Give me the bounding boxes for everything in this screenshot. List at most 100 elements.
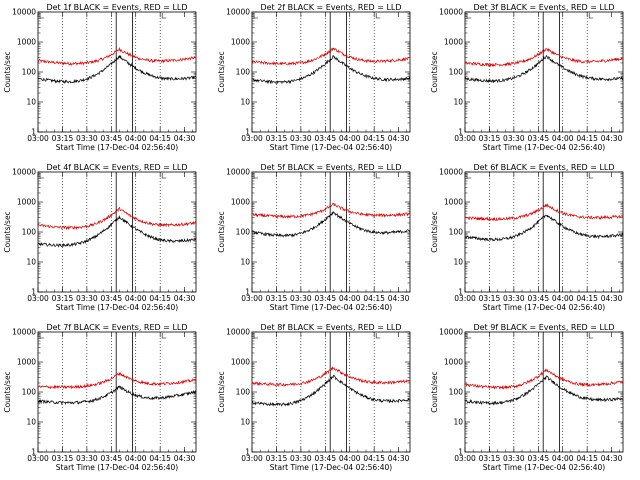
x-tick-label: 03:15 [52, 454, 74, 463]
y-tick-label: 10000 [226, 328, 250, 337]
series-black [464, 214, 624, 242]
y-tick-label: 10 [240, 258, 250, 267]
series-black [251, 374, 411, 407]
x-tick-label: 04:15 [363, 134, 385, 143]
x-axis-label: Start Time (17-Dec-04 02:56:40) [483, 143, 605, 152]
y-tick-label: 1 [245, 448, 250, 457]
panel-det-6: Det 6f BLACK = Events, RED = LLD 1 10 100 10… [430, 163, 624, 312]
y-tick-label: 1 [245, 288, 250, 297]
plot-frame [464, 11, 624, 133]
panel-det-8: Det 8f BLACK = Events, RED = LLD 1 10 100 10… [217, 323, 411, 472]
series-red [37, 371, 197, 390]
x-tick-label: 03:30 [290, 134, 312, 143]
x-tick-label: 03:30 [503, 294, 525, 303]
series-black [37, 215, 197, 248]
x-axis-label: Start Time (17-Dec-04 02:56:40) [56, 143, 178, 152]
x-tick-label: 03:15 [266, 294, 288, 303]
corner-mark [466, 333, 471, 339]
x-tick-label: 03:45 [527, 454, 549, 463]
x-tick-label: 03:15 [266, 134, 288, 143]
y-tick-label: 100 [236, 68, 251, 77]
corner-mark [161, 333, 167, 339]
x-tick-label: 03:00 [241, 134, 263, 143]
y-tick-label: 1 [458, 128, 463, 137]
x-tick-label: 03:15 [52, 294, 74, 303]
x-tick-label: 03:45 [527, 134, 549, 143]
plot-frame [37, 331, 197, 453]
corner-mark [588, 333, 594, 339]
x-tick-label: 03:15 [479, 134, 501, 143]
x-tick-label: 03:00 [454, 454, 476, 463]
panel-title: Det 3f BLACK = Events, RED = LLD [473, 3, 614, 12]
panel-title: Det 2f BLACK = Events, RED = LLD [260, 3, 401, 12]
x-tick-label: 04:15 [149, 134, 171, 143]
panel-title: Det 4f BLACK = Events, RED = LLD [46, 163, 187, 172]
x-tick-label: 04:30 [388, 294, 410, 303]
y-tick-label: 10 [26, 98, 36, 107]
x-tick-label: 04:30 [174, 454, 196, 463]
x-tick-label: 03:00 [241, 454, 263, 463]
y-tick-label: 1000 [17, 198, 36, 207]
y-tick-label: 1 [245, 128, 250, 137]
y-tick-label: 1000 [17, 358, 36, 367]
y-tick-label: 10 [453, 418, 463, 427]
x-axis-label: Start Time (17-Dec-04 02:56:40) [483, 463, 605, 472]
corner-mark [253, 173, 258, 179]
x-tick-label: 04:15 [576, 134, 598, 143]
panel-det-9: Det 9f BLACK = Events, RED = LLD 1 10 100 10… [430, 323, 624, 472]
corner-mark [39, 13, 44, 19]
plot-frame [37, 171, 197, 293]
x-tick-label: 04:15 [576, 454, 598, 463]
y-tick-label: 100 [449, 228, 464, 237]
panel-title: Det 9f BLACK = Events, RED = LLD [473, 323, 614, 332]
panel-det-4: Det 4f BLACK = Events, RED = LLD 1 10 100 10… [3, 163, 197, 312]
y-tick-label: 100 [236, 388, 251, 397]
x-tick-label: 04:15 [576, 294, 598, 303]
y-axis-label: Counts/sec [3, 51, 12, 92]
plot-frame [464, 331, 624, 453]
panel-det-5: Det 5f BLACK = Events, RED = LLD 1 10 100 10… [217, 163, 411, 312]
x-tick-label: 04:30 [601, 294, 623, 303]
corner-mark [466, 13, 471, 19]
series-red [251, 47, 411, 66]
y-tick-label: 1000 [231, 198, 250, 207]
y-axis-label: Counts/sec [217, 51, 226, 92]
y-tick-label: 10000 [439, 8, 463, 17]
plot-frame [251, 331, 411, 453]
x-tick-label: 04:00 [552, 134, 574, 143]
y-tick-label: 10000 [226, 168, 250, 177]
y-tick-label: 10 [453, 258, 463, 267]
x-tick-label: 04:30 [388, 134, 410, 143]
x-axis-label: Start Time (17-Dec-04 02:56:40) [270, 303, 392, 312]
corner-mark [39, 333, 44, 339]
y-tick-label: 10000 [439, 168, 463, 177]
corner-mark [588, 13, 594, 19]
y-tick-label: 1000 [444, 38, 463, 47]
x-tick-label: 04:30 [601, 134, 623, 143]
x-tick-label: 03:45 [527, 294, 549, 303]
plot-frame [251, 11, 411, 133]
x-tick-label: 04:00 [125, 134, 147, 143]
y-tick-label: 100 [22, 228, 37, 237]
series-black [251, 210, 411, 238]
y-tick-label: 10 [240, 98, 250, 107]
series-red [37, 206, 197, 231]
y-tick-label: 1000 [231, 358, 250, 367]
x-tick-label: 04:00 [552, 454, 574, 463]
x-tick-label: 03:15 [266, 454, 288, 463]
x-tick-label: 03:00 [454, 294, 476, 303]
y-tick-label: 1 [31, 288, 36, 297]
corner-mark [39, 173, 44, 179]
panel-title: Det 5f BLACK = Events, RED = LLD [260, 163, 401, 172]
plot-frame [464, 171, 624, 293]
x-tick-label: 03:45 [314, 454, 336, 463]
y-tick-label: 1000 [444, 358, 463, 367]
x-tick-label: 03:00 [27, 454, 49, 463]
y-tick-label: 10000 [12, 8, 36, 17]
x-tick-label: 04:15 [149, 294, 171, 303]
y-tick-label: 10 [240, 418, 250, 427]
x-tick-label: 03:00 [27, 134, 49, 143]
x-tick-label: 04:00 [125, 294, 147, 303]
corner-mark [253, 13, 258, 19]
